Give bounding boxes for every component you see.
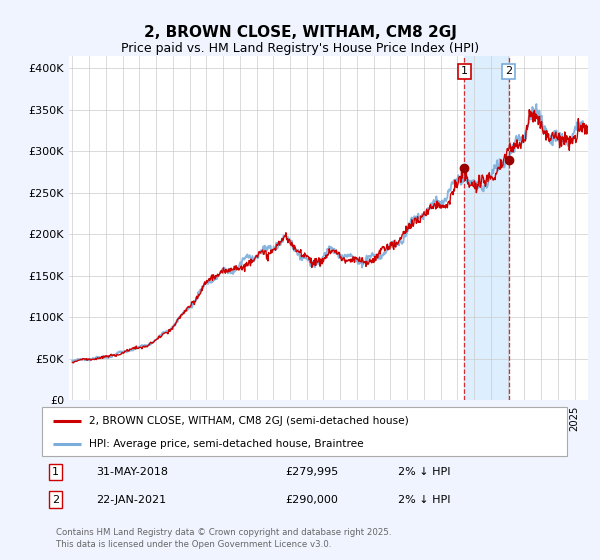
Text: 2: 2 [505, 67, 512, 77]
Text: 2: 2 [52, 494, 59, 505]
Text: 22-JAN-2021: 22-JAN-2021 [96, 494, 166, 505]
Text: 1: 1 [52, 467, 59, 477]
Text: 2% ↓ HPI: 2% ↓ HPI [398, 467, 451, 477]
Text: 2% ↓ HPI: 2% ↓ HPI [398, 494, 451, 505]
Text: 2, BROWN CLOSE, WITHAM, CM8 2GJ: 2, BROWN CLOSE, WITHAM, CM8 2GJ [143, 25, 457, 40]
Text: 1: 1 [461, 67, 468, 77]
Text: Price paid vs. HM Land Registry's House Price Index (HPI): Price paid vs. HM Land Registry's House … [121, 42, 479, 55]
Text: HPI: Average price, semi-detached house, Braintree: HPI: Average price, semi-detached house,… [89, 439, 364, 449]
Text: 31-MAY-2018: 31-MAY-2018 [96, 467, 168, 477]
Text: £279,995: £279,995 [285, 467, 338, 477]
Bar [464, 56, 509, 400]
Text: £290,000: £290,000 [285, 494, 338, 505]
Text: Contains HM Land Registry data © Crown copyright and database right 2025.
This d: Contains HM Land Registry data © Crown c… [56, 528, 391, 549]
Text: 2, BROWN CLOSE, WITHAM, CM8 2GJ (semi-detached house): 2, BROWN CLOSE, WITHAM, CM8 2GJ (semi-de… [89, 416, 409, 426]
FancyBboxPatch shape [42, 407, 567, 456]
